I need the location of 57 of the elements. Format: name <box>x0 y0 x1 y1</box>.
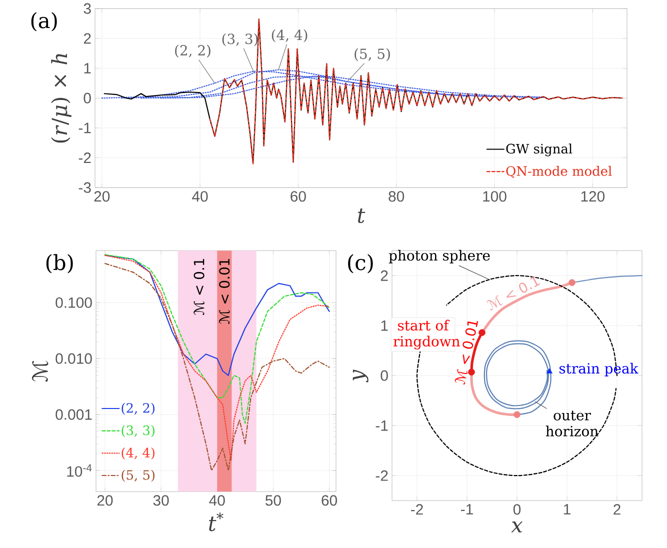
legend-label: (3, 3) <box>122 425 154 438</box>
annotation: (5, 5) <box>354 48 390 62</box>
y-tick-label: -1 <box>376 420 388 431</box>
y-axis-title: (r/μ) × h <box>51 54 72 143</box>
legend-label: QN-mode model <box>506 166 612 178</box>
annotation: outer horizon <box>546 410 598 437</box>
y-tick-label: 2 <box>380 270 388 282</box>
annotation: ℳ < 0.1 <box>486 276 540 311</box>
x-axis-title: t$^{*}$ <box>209 512 224 532</box>
annotation: (2, 2) <box>175 45 210 58</box>
text: (b) <box>46 254 73 274</box>
annotation: photon sphere <box>388 250 490 264</box>
legend-label: GW signal <box>506 144 572 156</box>
legend-label: (4, 4) <box>122 448 154 460</box>
y-tick-label: 0.100 <box>56 298 92 308</box>
text: (a) <box>31 12 57 32</box>
y-tick-label: 10$^{-4}$ <box>67 464 92 477</box>
x-tick-label: 80 <box>388 191 404 202</box>
x-tick-label: 0 <box>513 504 521 515</box>
y-tick-label: 1 <box>381 320 388 331</box>
x-tick-label: 50 <box>265 495 281 506</box>
x-tick-label: 20 <box>94 191 110 202</box>
y-tick-label: -2 <box>78 152 91 164</box>
annotation: (4, 4) <box>272 30 308 42</box>
y-tick-label: 0.001 <box>56 409 92 420</box>
y-tick-label: -3 <box>78 182 91 194</box>
y-axis-title: ℳ <box>32 360 48 382</box>
legend-label: (5, 5) <box>122 470 154 482</box>
annotation: start of ringdown <box>394 320 460 350</box>
annotation: strain peak <box>559 363 638 377</box>
x-tick-label: 60 <box>322 495 337 506</box>
legend-label: (2, 2) <box>122 403 154 415</box>
x-tick-label: -2 <box>411 504 423 515</box>
x-tick-label: 20 <box>97 495 113 506</box>
y-tick-label: 0.010 <box>56 353 92 364</box>
x-tick-label: 30 <box>153 495 169 506</box>
x-tick-label: 1 <box>564 504 570 515</box>
y-tick-label: 3 <box>84 4 91 14</box>
text: (c) <box>348 254 373 274</box>
band-label: ℳ < 0.01 <box>218 259 230 324</box>
band-label: ℳ < 0.1 <box>194 259 205 316</box>
x-tick-label: -1 <box>461 504 473 515</box>
x-axis-title: t <box>358 208 366 224</box>
y-tick-label: 0 <box>380 370 388 382</box>
y-tick-label: -1 <box>78 122 91 134</box>
x-axis-title: x <box>511 522 523 533</box>
x-tick-label: 100 <box>483 191 506 202</box>
y-tick-label: -2 <box>376 470 388 482</box>
x-tick-label: 2 <box>614 504 620 515</box>
x-tick-label: 40 <box>192 191 208 202</box>
y-tick-label: 1 <box>84 63 91 74</box>
y-axis-title: y <box>352 370 368 383</box>
y-tick-label: 2 <box>84 33 91 44</box>
y-tick-label: 0 <box>84 93 91 104</box>
x-tick-label: 40 <box>209 495 225 506</box>
x-tick-label: 60 <box>290 191 306 202</box>
x-tick-label: 120 <box>581 191 605 202</box>
